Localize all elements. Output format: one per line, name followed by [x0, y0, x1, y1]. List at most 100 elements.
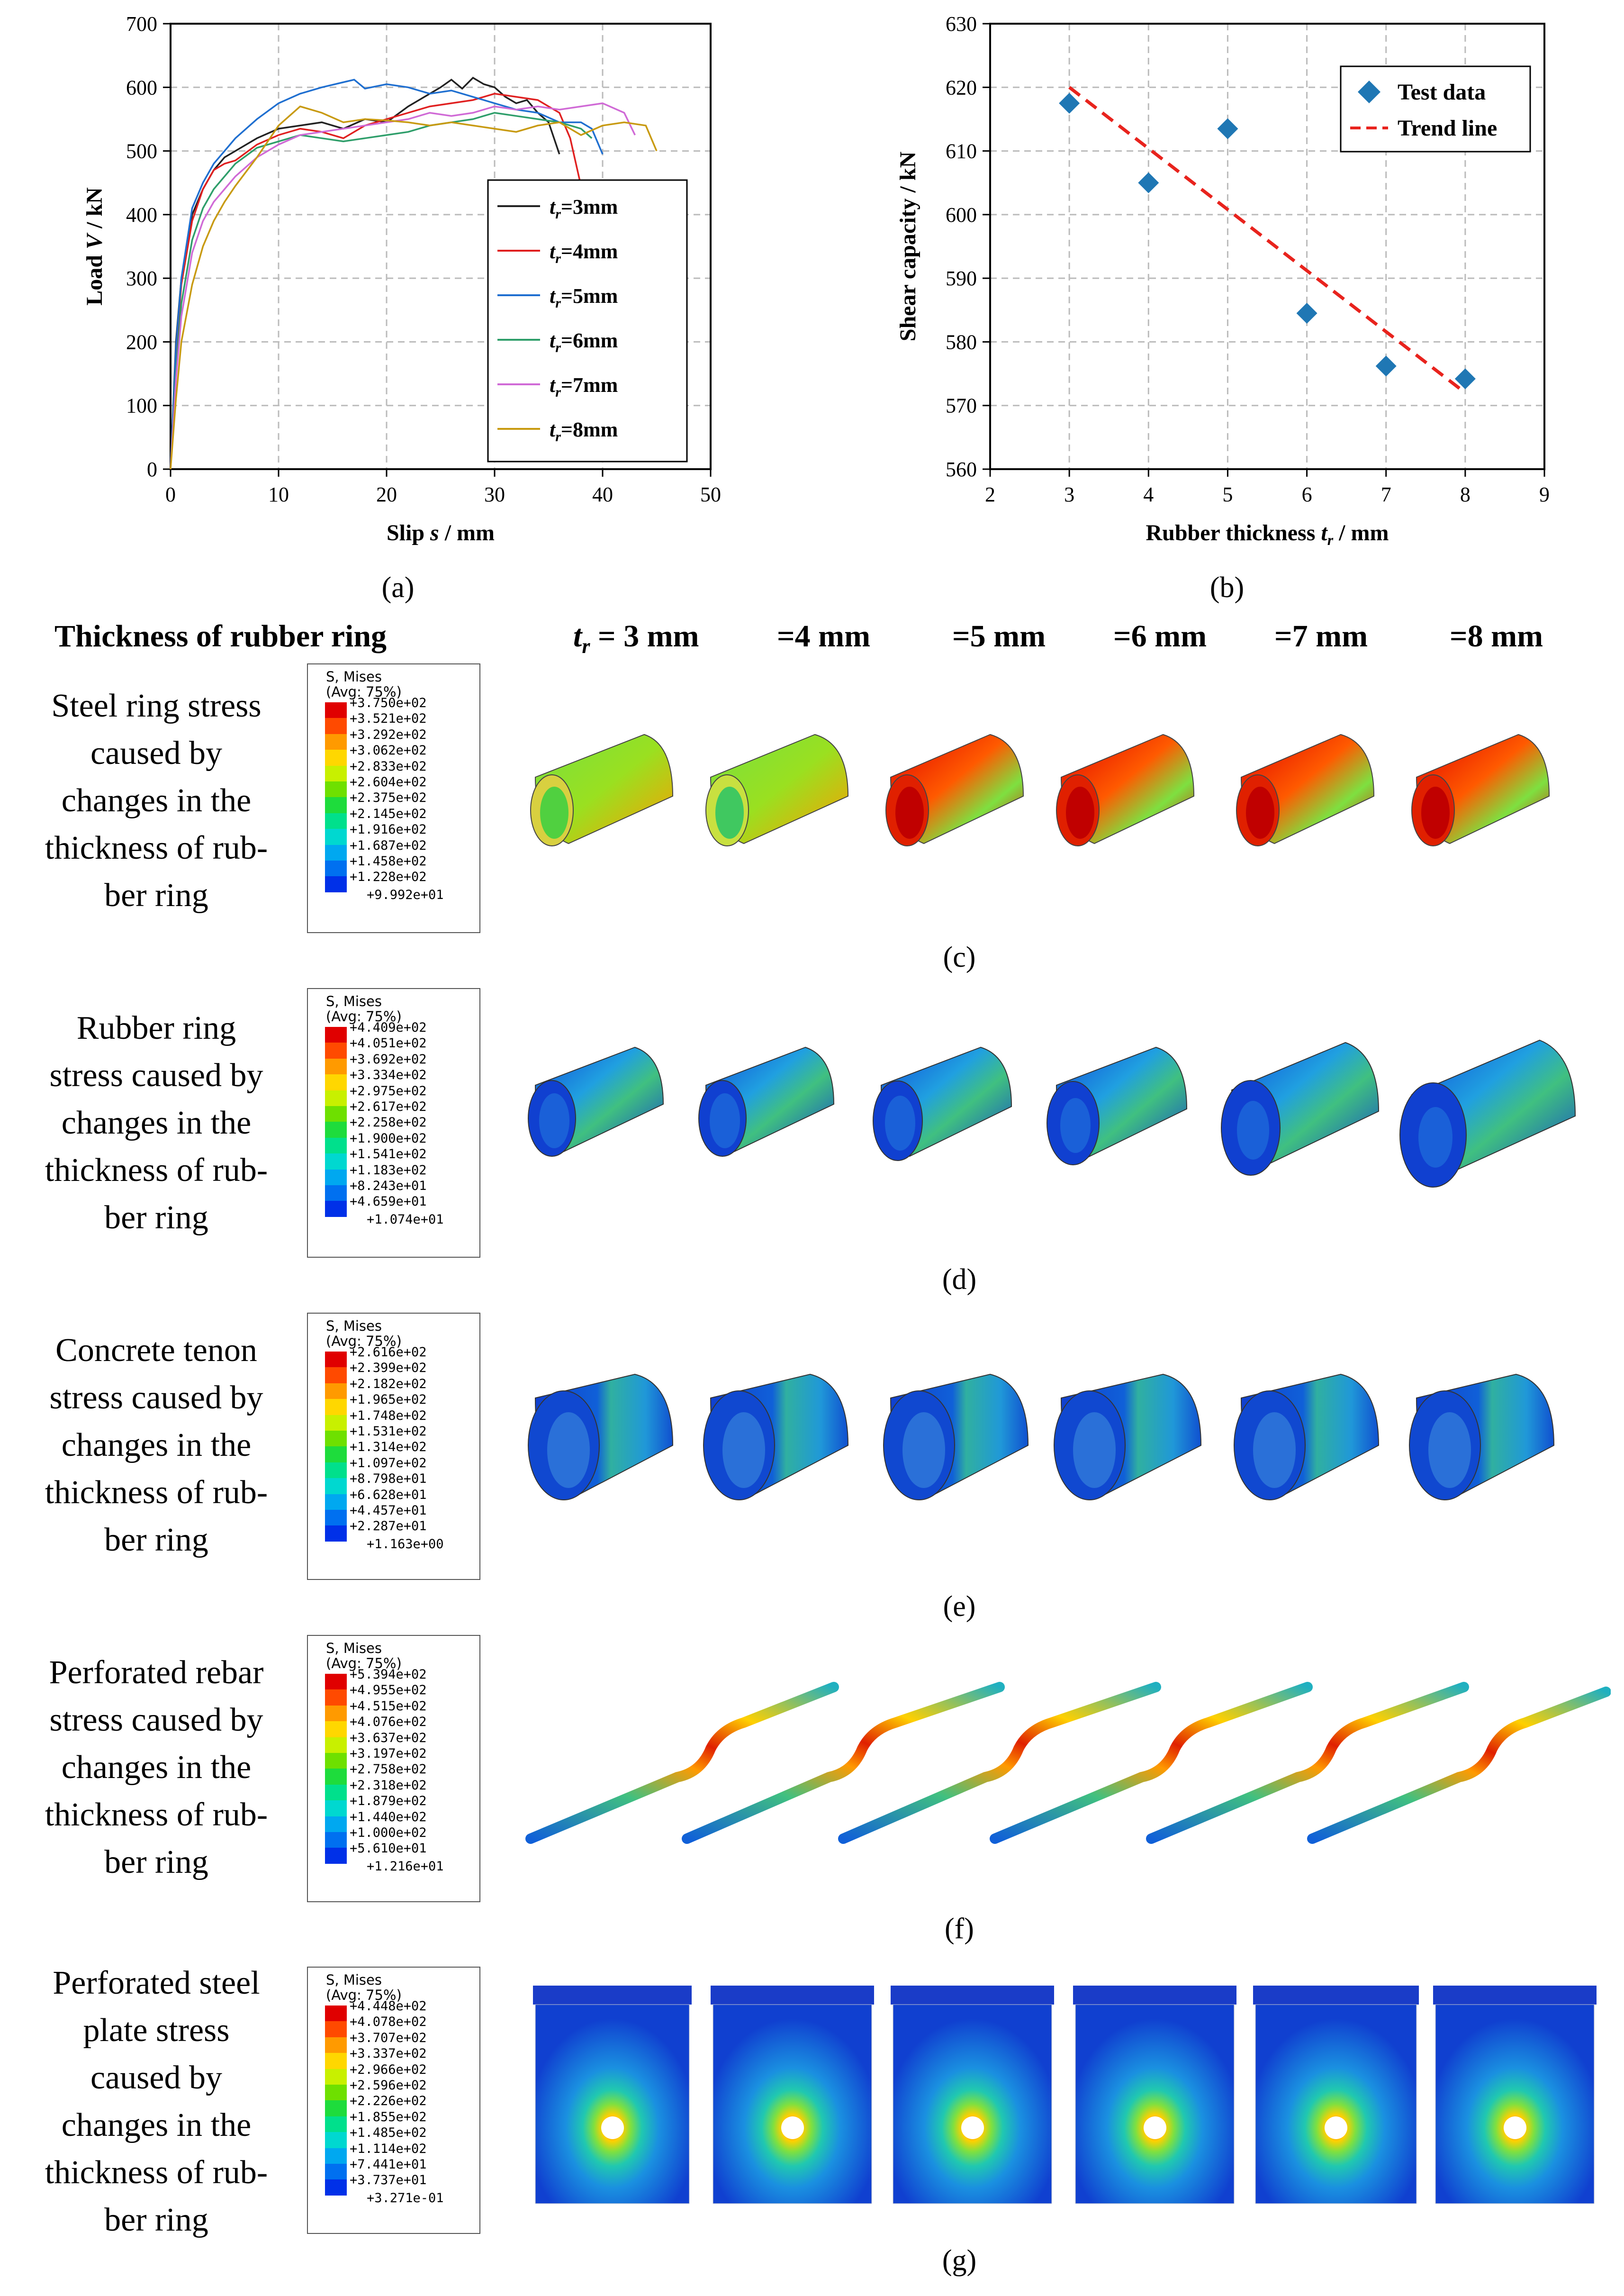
legend-swatch — [325, 2179, 347, 2196]
series-line-tr=8mm — [170, 105, 658, 470]
legend-value: +1.879e+02 — [350, 1794, 427, 1809]
legend-value: +1.114e+02 — [350, 2141, 427, 2156]
legend-subtitle: (Avg: 75%) — [326, 1987, 402, 2003]
legend-value: +3.737e+01 — [350, 2173, 427, 2188]
data-point — [1296, 303, 1317, 324]
legend-value: +2.226e+02 — [350, 2094, 427, 2109]
legend-value: +2.616e+02 — [350, 1345, 427, 1360]
legend-perforated-rebar: S, Mises (Avg: 75%) +5.394e+02 +4.955e+02 +4… — [307, 1635, 480, 1902]
legend-row: +2.399e+02 — [325, 1361, 479, 1383]
legend-row: +1.855e+02 — [325, 2111, 479, 2133]
legend-value: +3.062e+02 — [350, 743, 427, 758]
legend-title: S, Mises — [326, 669, 382, 685]
legend-row: +1.183e+02 — [325, 1164, 479, 1185]
series-line-tr=6mm — [170, 112, 593, 470]
concrete-tenon-5mm — [883, 1373, 1029, 1500]
x-tick-label: 20 — [376, 483, 397, 506]
legend-value: +1.541e+02 — [350, 1147, 427, 1162]
legend-concrete-tenon: S, Mises (Avg: 75%) +2.616e+02 +2.399e+02 +2… — [307, 1313, 480, 1580]
data-point — [1375, 355, 1397, 377]
legend-value: +4.051e+02 — [350, 1036, 427, 1051]
legend-value: +1.440e+02 — [350, 1809, 427, 1824]
legend-value: +1.163e+00 — [367, 1536, 444, 1552]
legend-steel-ring: S, Mises (Avg: 75%) +3.750e+02 +3.521e+02 +3… — [307, 663, 480, 933]
y-tick-label: 500 — [126, 140, 157, 163]
legend-value: +9.992e+01 — [367, 887, 444, 902]
legend-row: +2.318e+02 — [325, 1779, 479, 1801]
rubber-ring-7mm — [1221, 1042, 1380, 1176]
legend-value: +4.457e+01 — [350, 1503, 427, 1518]
legend-subtitle: (Avg: 75%) — [326, 1655, 402, 1671]
row-label-perforated-rebar: Perforated rebar stress caused by changes … — [45, 1654, 268, 1880]
legend-row: +3.292e+02 — [325, 728, 479, 750]
legend-swatch — [325, 2100, 347, 2116]
legend-label-tr=8mm: tr=8mm — [550, 418, 618, 445]
legend-value: +2.604e+02 — [350, 774, 427, 790]
data-point — [1138, 172, 1159, 193]
y-tick-label: 590 — [946, 267, 977, 290]
concrete-tenon-contours — [528, 1373, 1555, 1500]
row-label-concrete-tenon: Concrete tenon stress caused by changes in… — [45, 1332, 268, 1558]
legend-swatch — [325, 1137, 347, 1154]
legend-swatch — [325, 844, 347, 861]
legend-swatch — [325, 2148, 347, 2164]
y-tick-label: 100 — [126, 394, 157, 417]
legend-row: +3.062e+02 — [325, 744, 479, 766]
legend-value: +1.531e+02 — [350, 1424, 427, 1439]
legend-value: +8.243e+01 — [350, 1178, 427, 1193]
legend-swatch — [325, 781, 347, 798]
legend-label-test-data: Test data — [1398, 80, 1486, 105]
legend-value: +1.748e+02 — [350, 1408, 427, 1423]
data-point — [1217, 118, 1238, 139]
legend-swatch — [325, 2037, 347, 2053]
series-line-tr=4mm — [170, 92, 582, 470]
legend-swatch — [325, 2132, 347, 2148]
legend-swatch — [325, 1430, 347, 1447]
series-line-tr=7mm — [170, 102, 636, 470]
legend-row: +1.114e+02 — [325, 2142, 479, 2164]
legend-value: +2.596e+02 — [350, 2078, 427, 2093]
caption-g: (g) — [942, 2244, 977, 2277]
legend-perforated-plate: S, Mises (Avg: 75%) +4.448e+02 +4.078e+02 +3… — [307, 1967, 480, 2234]
x-tick-label: 8 — [1460, 483, 1471, 506]
legend-row: +2.616e+02 — [325, 1346, 479, 1368]
legend-swatch — [325, 750, 347, 766]
legend-row: +1.900e+02 — [325, 1132, 479, 1154]
row-label-perforated-plate: Perforated steel plate stress caused by cha… — [45, 1965, 268, 2238]
x-tick-label: 5 — [1222, 483, 1233, 506]
thickness-label-6: =6 mm — [1113, 619, 1207, 653]
legend-value: +2.182e+02 — [350, 1376, 427, 1391]
y-tick-label: 700 — [126, 12, 157, 36]
legend-value: +4.078e+02 — [350, 2015, 427, 2030]
x-tick-label: 3 — [1064, 483, 1074, 506]
legend-swatch — [325, 1415, 347, 1431]
legend-value: +3.197e+02 — [350, 1746, 427, 1761]
legend-value: +1.216e+01 — [367, 1859, 444, 1874]
legend-label-tr=5mm: tr=5mm — [550, 284, 618, 311]
legend-swatch — [325, 1027, 347, 1043]
x-tick-label: 10 — [268, 483, 289, 506]
legend-row: +1.531e+02 — [325, 1425, 479, 1447]
legend-row: +2.375e+02 — [325, 791, 479, 813]
legend-row: +5.610e+01 — [325, 1842, 479, 1864]
legend-swatch — [325, 1752, 347, 1769]
legend-value: +1.485e+02 — [350, 2125, 427, 2141]
y-tick-label: 600 — [946, 203, 977, 227]
legend-value: +3.292e+02 — [350, 727, 427, 742]
legend-swatch — [325, 765, 347, 781]
legend-swatch — [325, 813, 347, 829]
y-tick-label: 620 — [946, 76, 977, 99]
legend-label-tr=4mm: tr=4mm — [550, 240, 618, 266]
x-tick-label: 50 — [700, 483, 721, 506]
legend-row: +1.000e+02 — [325, 1826, 479, 1848]
thickness-header: Thickness of rubber ring — [54, 619, 387, 653]
x-tick-label: 9 — [1539, 483, 1550, 506]
x-axis-label: Rubber thickness tr / mm — [1146, 520, 1389, 548]
rebar-5mm — [838, 1682, 1161, 1844]
legend-label-tr=3mm: tr=3mm — [550, 195, 618, 222]
legend-row: +3.737e+01 — [325, 2174, 479, 2196]
legend-row: +1.965e+02 — [325, 1393, 479, 1415]
caption-a: (a) — [381, 572, 415, 604]
legend-swatch — [325, 1525, 347, 1542]
legend-value: +3.271e-01 — [367, 2190, 444, 2205]
